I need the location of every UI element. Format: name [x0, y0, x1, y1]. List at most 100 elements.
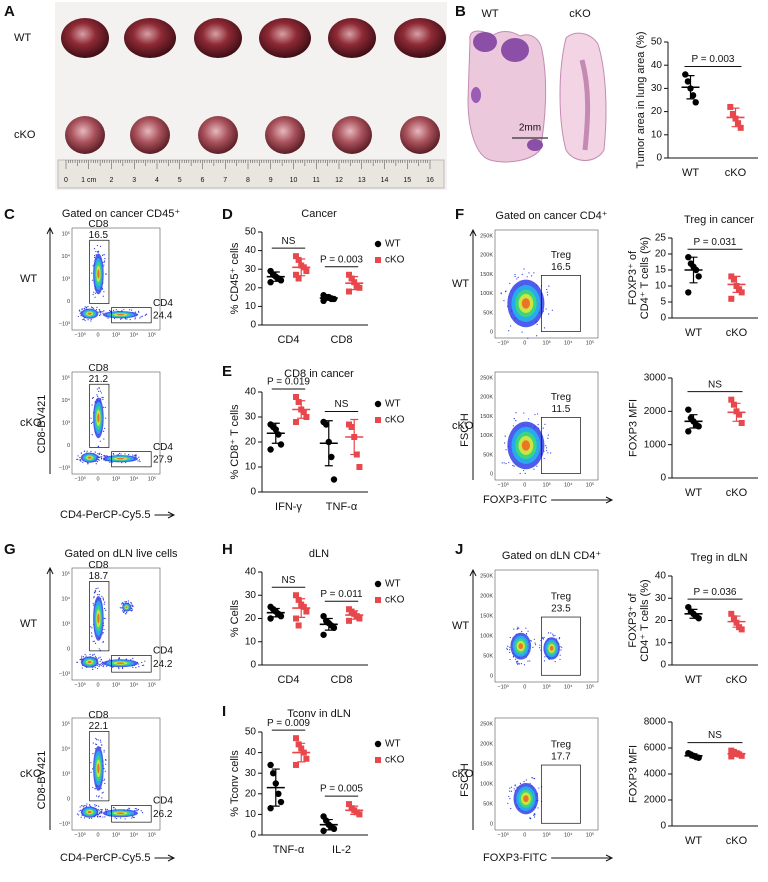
gate-value: 27.9 — [153, 454, 173, 465]
event-dot — [127, 600, 129, 602]
event-dot — [105, 417, 107, 419]
density-contour — [518, 643, 524, 650]
data-point — [330, 825, 338, 833]
y-tick-label: 0 — [490, 471, 493, 477]
event-dot — [521, 331, 523, 333]
event-dot — [533, 814, 535, 817]
event-dot — [104, 816, 106, 818]
error-bar — [350, 418, 359, 456]
error-bar — [689, 414, 698, 429]
data-point — [684, 78, 692, 85]
plot-frame — [71, 717, 161, 831]
data-point — [695, 273, 702, 280]
event-dot — [80, 658, 82, 661]
x-tick-label: CD8 — [330, 334, 352, 346]
event-dot — [89, 804, 91, 806]
gate — [89, 239, 110, 304]
event-dot — [105, 758, 107, 761]
x-tick-label: −10³ — [497, 340, 508, 346]
x-tick-label: 0 — [523, 482, 526, 488]
event-dot — [80, 809, 82, 811]
event-dot — [514, 785, 516, 787]
event-dot — [78, 810, 80, 812]
event-dot — [550, 632, 552, 634]
event-dot — [519, 472, 521, 475]
event-dot — [513, 465, 515, 467]
y-tick-label: 5 — [660, 297, 666, 308]
event-dot — [92, 786, 94, 789]
event-dot — [92, 742, 94, 744]
event-dot — [103, 291, 105, 293]
event-dot — [91, 404, 93, 406]
event-dot — [113, 807, 115, 809]
legend-label: WT — [385, 239, 401, 250]
error-bar — [297, 742, 306, 763]
event-dot — [95, 588, 97, 590]
event-dot — [533, 777, 535, 779]
event-dot — [534, 644, 537, 646]
event-dot — [99, 739, 102, 741]
ruler-label: 2 — [110, 177, 114, 184]
row-label: WT — [14, 32, 31, 44]
event-dot — [509, 636, 511, 639]
y-tick-label: 10⁵ — [62, 720, 70, 727]
y-tick-label: 30 — [651, 83, 663, 94]
event-dot — [92, 602, 94, 604]
data-point — [356, 284, 363, 291]
data-point — [303, 414, 310, 420]
flow-plot: 250K 200K 150K 100K 50K 0 −10³ 0 10³ 10⁴ 10⁵ Treg17… — [480, 717, 599, 838]
data-point — [330, 624, 338, 631]
density-contour — [116, 662, 125, 665]
x-tick-label: WT — [685, 487, 702, 499]
gate — [89, 581, 110, 652]
event-dot — [102, 633, 104, 635]
event-dot — [103, 778, 106, 780]
event-dot — [505, 449, 507, 451]
photo-background — [55, 2, 447, 190]
ruler-label: 16 — [426, 177, 434, 184]
event-dot — [547, 294, 549, 296]
plot-frame — [494, 229, 599, 339]
event-dot — [98, 665, 100, 668]
y-tick-label: 0 — [660, 313, 666, 324]
panel-letter: F — [455, 206, 464, 223]
event-dot — [98, 805, 100, 807]
y-tick-label: 10 — [245, 462, 257, 473]
event-dot — [140, 810, 142, 812]
event-dot — [115, 817, 118, 820]
chart-title: dLN — [309, 548, 329, 560]
event-dot — [101, 792, 103, 794]
x-tick-label: CD8 — [330, 674, 352, 686]
y-tick-label: 20 — [245, 788, 257, 799]
event-dot — [89, 653, 91, 656]
event-dot — [83, 318, 85, 320]
gate — [540, 275, 581, 332]
ruler-label: 1 cm — [81, 177, 96, 184]
event-dot — [144, 314, 146, 316]
event-dot — [509, 651, 511, 654]
legend-label: cKO — [385, 595, 405, 606]
event-dot — [556, 638, 558, 640]
gate-name: Treg — [551, 250, 571, 261]
gate-name: Treg — [551, 392, 571, 403]
event-dot — [130, 309, 133, 311]
y-tick-label: 10⁴ — [62, 253, 71, 260]
event-dot — [521, 630, 523, 633]
y-tick-label: 20 — [245, 437, 257, 448]
event-dot — [507, 645, 509, 647]
data-point — [267, 615, 274, 622]
row-label: cKO — [14, 129, 36, 141]
y-tick-label: 10³ — [62, 276, 70, 282]
event-dot — [541, 637, 544, 639]
event-dot — [104, 607, 106, 610]
row-label: WT — [20, 618, 37, 630]
y-tick-label: 10⁴ — [62, 745, 71, 752]
event-dot — [77, 455, 79, 457]
event-dot — [77, 315, 79, 318]
plot-frame — [71, 567, 161, 681]
data-point — [303, 268, 310, 275]
arrowhead — [167, 511, 176, 519]
event-dot — [103, 599, 105, 601]
event-dot — [509, 282, 511, 284]
